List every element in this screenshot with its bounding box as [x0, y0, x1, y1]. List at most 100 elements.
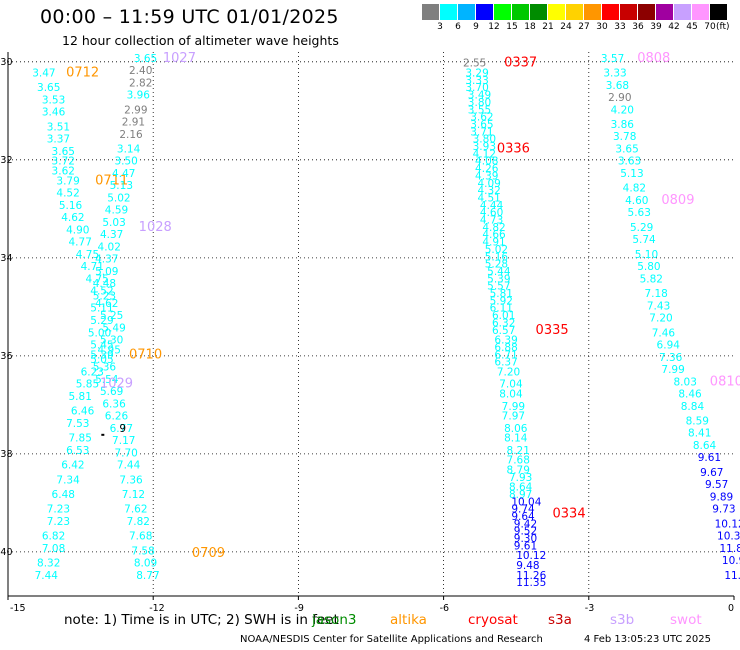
- wave-height-value: 4.26: [475, 163, 499, 175]
- wave-height-value: 5.36: [93, 362, 117, 374]
- wave-height-value: 5.16: [485, 251, 509, 263]
- track-0710: 0710: [129, 347, 162, 362]
- wave-height-value: 8.09: [134, 558, 157, 570]
- satellite-altika: altika: [390, 612, 427, 628]
- wave-height-value: 6.57: [492, 325, 515, 337]
- wave-height-value: 3.47: [32, 68, 55, 80]
- lon-tick-label: -12: [149, 603, 165, 614]
- wave-height-value: 10.9: [722, 555, 740, 567]
- wave-height-value: 4.60: [480, 207, 503, 219]
- wave-height-value: 3.62: [52, 166, 75, 178]
- lat-tick-label: -30: [0, 57, 13, 68]
- wave-height-value: 6.53: [66, 445, 89, 457]
- wave-height-value: 8.64: [693, 440, 717, 452]
- wave-height-value: 3.33: [465, 75, 488, 87]
- wave-height-value: 4.59: [105, 205, 128, 217]
- wave-height-value: 10.31: [717, 531, 740, 543]
- wave-height-value: 10.04: [511, 496, 541, 508]
- wave-height-value: 6.23: [81, 366, 104, 378]
- wave-height-value: 8.04: [499, 389, 523, 401]
- wave-height-value: 6.71: [494, 349, 517, 361]
- wave-height-value: 3.72: [52, 156, 75, 168]
- lat-tick-label: -36: [0, 351, 13, 362]
- wave-height-value: 8.79: [507, 464, 530, 476]
- legend-swatch: [494, 4, 511, 20]
- wave-height-value: 3.71: [470, 126, 493, 138]
- wave-height-value: 7.70: [114, 447, 137, 459]
- wave-height-value: 6.94: [657, 340, 681, 352]
- wave-height-value: 4.82: [623, 183, 646, 195]
- wave-height-value: 5.30: [100, 335, 123, 347]
- legend-swatch: [674, 4, 691, 20]
- legend-swatch: [620, 4, 637, 20]
- wave-height-value: 9.57: [705, 479, 728, 491]
- track-time-label: 0712: [66, 66, 99, 81]
- lon-tick-label: -3: [585, 603, 594, 614]
- wave-height-value: 11.0: [724, 570, 740, 582]
- track-time-label: 1029: [100, 377, 133, 392]
- wave-height-value: 10.12: [516, 550, 546, 562]
- wave-height-value: 5.63: [628, 207, 651, 219]
- legend-label: 39: [650, 22, 662, 32]
- track-time-label: 1028: [139, 220, 172, 235]
- wave-height-value: 7.99: [502, 401, 525, 413]
- legend-label: 9: [473, 22, 479, 32]
- legend-unit: (ft): [716, 22, 730, 32]
- legend-swatch: [548, 4, 565, 20]
- wave-height-value: 5.92: [490, 295, 513, 307]
- lon-tick-label: -15: [10, 603, 26, 614]
- wave-height-value: 5.39: [487, 273, 510, 285]
- legend-label: 70: [704, 22, 716, 32]
- track-time-label: 0337: [504, 56, 537, 71]
- satellite-cryosat: cryosat: [468, 612, 518, 628]
- wave-height-value: 6.82: [42, 531, 65, 543]
- wave-height-value: 8.97: [509, 489, 532, 501]
- track-0711: 0711: [95, 173, 128, 188]
- wave-height-value: 3.62: [470, 112, 493, 124]
- wave-height-value: 4.82: [482, 222, 505, 234]
- wave-height-value: 9.61: [698, 452, 721, 464]
- wave-height-value: 4.75: [85, 273, 108, 285]
- wave-height-value: 4.73: [480, 215, 503, 227]
- track-time-label: 0709: [192, 546, 225, 561]
- legend-label: 30: [596, 22, 608, 32]
- wave-height-value: 7.62: [124, 504, 147, 516]
- legend-swatch: [710, 4, 727, 20]
- wave-height-value: 7.53: [66, 418, 89, 430]
- wave-height-value: 5.13: [620, 168, 643, 180]
- lon-tick-label: -9: [294, 603, 303, 614]
- wave-height-value: 7.12: [122, 489, 145, 501]
- wave-height-value: 7.82: [127, 516, 150, 528]
- wave-height-value: 3.55: [468, 104, 491, 116]
- legend-swatch: [566, 4, 583, 20]
- wave-height-value: 5.54: [95, 374, 119, 386]
- wave-height-value: 8.03: [674, 376, 697, 388]
- wave-height-value: 3.63: [618, 156, 641, 168]
- track-0335: 6.886.716.377.207.048.047.997.978.068.14…: [494, 323, 568, 531]
- wave-height-value: 4.77: [69, 237, 92, 249]
- wave-height-value: 3.65: [134, 53, 157, 65]
- wave-height-value: 11.35: [516, 577, 546, 589]
- satellite-jason3: jason3: [312, 612, 357, 628]
- wave-height-value: 3.46: [42, 107, 66, 119]
- track-0337: 2.553.293.333.703.493.803.553.623.653.71…: [463, 56, 537, 347]
- wave-height-value: 4.12: [473, 148, 496, 160]
- wave-height-value: 8.77: [136, 570, 159, 582]
- track-time-label: 0710: [129, 347, 162, 362]
- legend-swatch: [692, 4, 709, 20]
- wave-height-value: 5.45: [90, 340, 113, 352]
- wave-height-value: 5.57: [487, 281, 510, 293]
- wave-height-value: 5.81: [69, 391, 92, 403]
- track-time-label: 0336: [497, 141, 530, 156]
- wave-height-value: 5.74: [632, 234, 656, 246]
- wave-height-value: 8.84: [681, 401, 705, 413]
- wave-height-value: 3.65: [52, 146, 75, 158]
- wave-height-value: 7.46: [652, 327, 676, 339]
- track-0712: 3.473.653.533.463.513.373.653.723.623.79…: [32, 66, 126, 582]
- wave-height-value: 5.10: [635, 249, 658, 261]
- wave-height-value: 5.49: [102, 322, 125, 334]
- wave-height-value: 9.30: [514, 533, 537, 545]
- track-0709: 0709: [192, 546, 225, 561]
- wave-height-value: 5.82: [640, 273, 663, 285]
